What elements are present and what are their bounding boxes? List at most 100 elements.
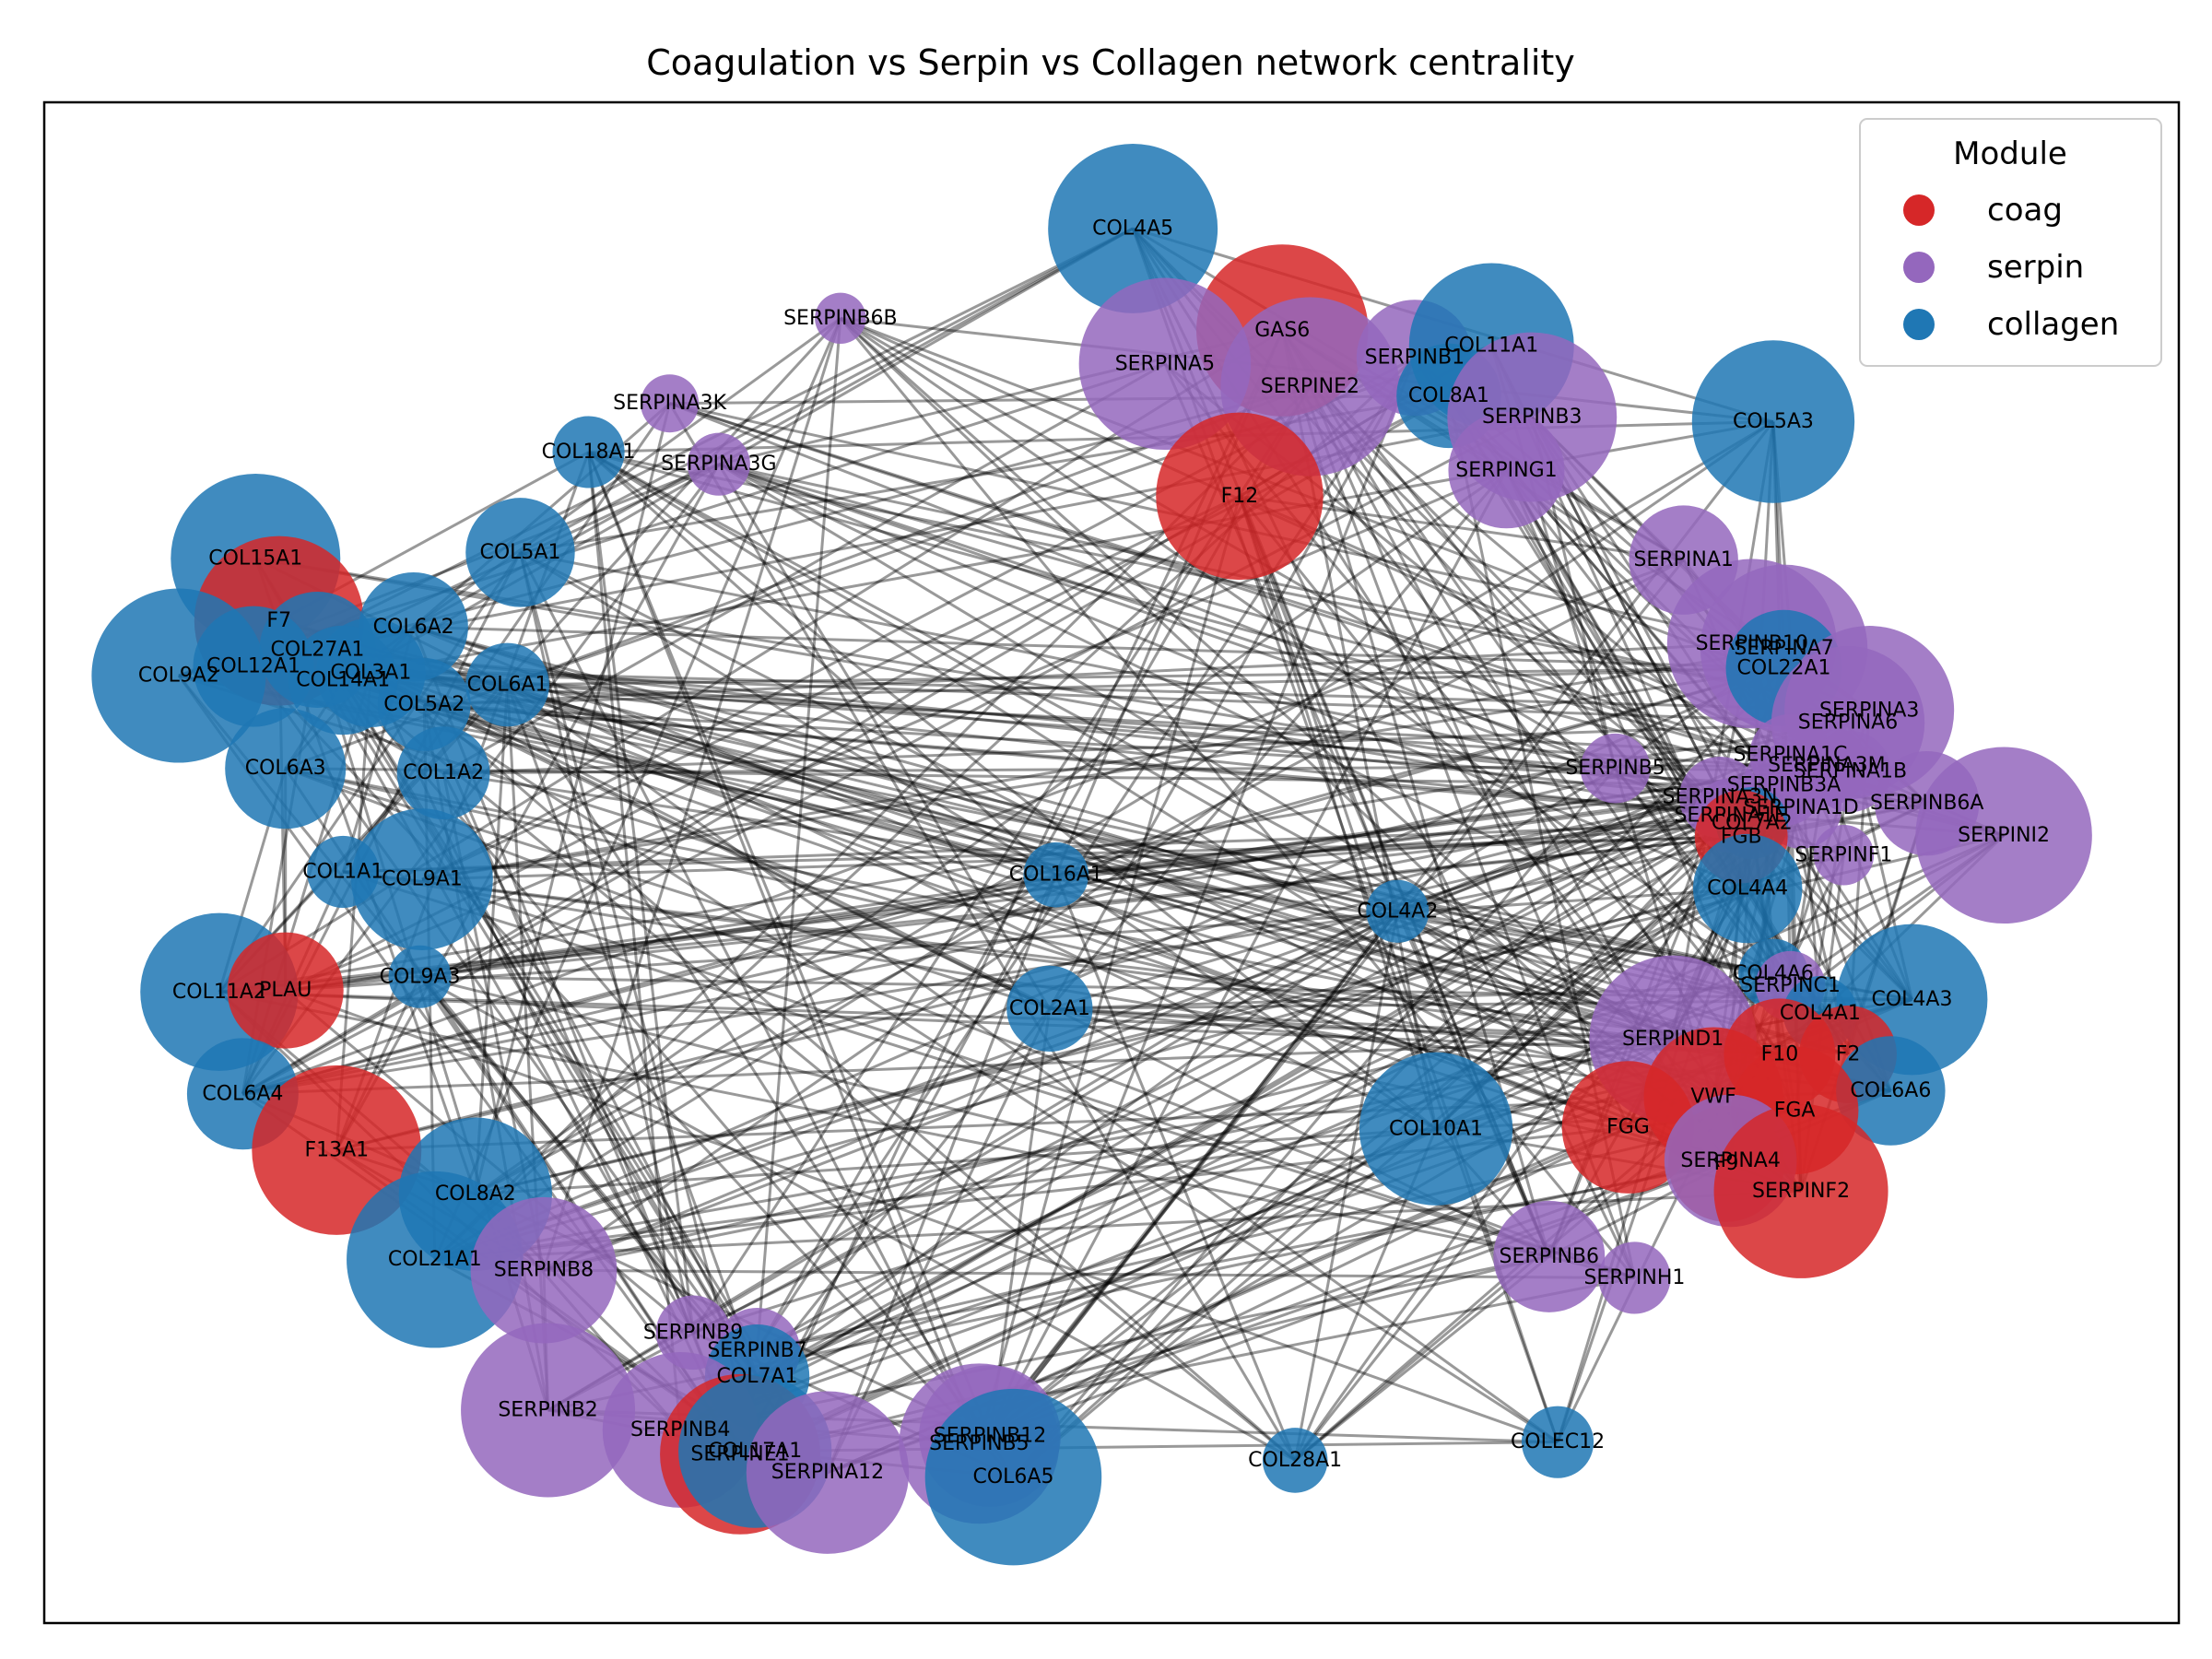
network-edge bbox=[1055, 821, 1752, 877]
legend-label-serpin: serpin bbox=[1987, 249, 2084, 286]
node-label-col8a2: COL8A2 bbox=[435, 1182, 516, 1206]
node-label-serpinb6: SERPINB6 bbox=[1500, 1245, 1599, 1268]
network-edge bbox=[754, 1276, 1635, 1453]
network-edge bbox=[839, 317, 1715, 1099]
node-fgg bbox=[1561, 1061, 1695, 1194]
network-edge bbox=[433, 317, 842, 1261]
network-edge bbox=[718, 463, 1928, 806]
network-edge bbox=[241, 559, 1685, 1096]
node-serpinh1 bbox=[1598, 1241, 1671, 1314]
node-label-col6a6: COL6A6 bbox=[1850, 1079, 1931, 1102]
network-edge bbox=[756, 795, 1721, 1352]
node-label-serpinb3: SERPINB3 bbox=[1482, 406, 1582, 429]
node-label-f7: F7 bbox=[266, 609, 291, 632]
node-label-serpinb1: SERPINB1 bbox=[1365, 347, 1465, 370]
network-edge bbox=[519, 551, 981, 1444]
network-edge bbox=[588, 451, 1870, 712]
node-label-serpina1c: SERPINA1C bbox=[1734, 743, 1848, 766]
network-edge bbox=[988, 1008, 1052, 1437]
node-label-col10a1: COL10A1 bbox=[1389, 1117, 1483, 1140]
network-edge bbox=[668, 402, 1297, 1462]
network-edge bbox=[442, 771, 1774, 975]
network-edge bbox=[218, 990, 1550, 1258]
network-edge bbox=[519, 551, 1057, 877]
network-edge bbox=[1238, 495, 1438, 1130]
network-edge bbox=[519, 552, 757, 1452]
legend-marker-collagen bbox=[1903, 309, 1935, 340]
network-edge bbox=[977, 495, 1241, 1444]
network-edge bbox=[441, 771, 759, 1378]
network-edge bbox=[718, 463, 1748, 890]
network-edge bbox=[679, 764, 1828, 1431]
node-label-serpina1: SERPINA1 bbox=[1633, 548, 1733, 571]
network-edge bbox=[520, 550, 1616, 771]
network-edge bbox=[543, 814, 1732, 1272]
node-label-col15a1: COL15A1 bbox=[208, 547, 302, 571]
network-edge bbox=[342, 870, 1635, 1279]
network-edge bbox=[241, 873, 1057, 1096]
node-label-col9a1: COL9A1 bbox=[382, 868, 463, 891]
network-edge bbox=[317, 648, 1849, 1056]
node-serpina12 bbox=[746, 1391, 910, 1554]
node-label-col11a2: COL11A2 bbox=[172, 981, 266, 1004]
network-edge bbox=[285, 887, 1748, 993]
network-edge bbox=[218, 990, 1674, 1041]
network-edge bbox=[252, 665, 1015, 1478]
network-edge bbox=[421, 494, 1241, 881]
network-edge bbox=[1048, 469, 1508, 1010]
chart-title: Coagulation vs Serpin vs Collagen networ… bbox=[646, 42, 1575, 83]
network-edge bbox=[413, 625, 1849, 1056]
node-label-f13a1: F13A1 bbox=[304, 1138, 369, 1161]
network-edge bbox=[978, 910, 1399, 1445]
network-edge bbox=[718, 463, 1774, 975]
node-label-serpinb9: SERPINB9 bbox=[643, 1321, 743, 1344]
node-label-col2a1: COL2A1 bbox=[1009, 997, 1090, 1020]
node-label-serpinf1: SERPINF1 bbox=[1794, 843, 1892, 866]
network-edge bbox=[475, 1127, 1437, 1196]
network-edge bbox=[587, 452, 682, 1430]
node-label-f9: F9 bbox=[1714, 1152, 1739, 1175]
network-edge bbox=[413, 625, 1781, 1056]
legend-box bbox=[1859, 118, 2162, 367]
network-edge bbox=[756, 770, 1852, 1379]
node-label-serpinb4: SERPINB4 bbox=[630, 1418, 730, 1441]
network-edge bbox=[343, 678, 1791, 757]
network-edge bbox=[418, 975, 1296, 1462]
node-serpina3g bbox=[687, 432, 750, 496]
network-edge bbox=[717, 463, 1052, 1010]
node-label-serpinb5: SERPINB5 bbox=[929, 1432, 1029, 1455]
legend-marker-coag bbox=[1903, 194, 1935, 226]
node-label-serpina3g: SERPINA3G bbox=[661, 453, 776, 476]
node-label-serpina1e: SERPINA1E bbox=[1674, 804, 1786, 827]
node-label-col11a1: COL11A1 bbox=[1444, 335, 1538, 358]
plot-frame bbox=[42, 100, 2181, 1625]
node-plau bbox=[227, 932, 344, 1049]
network-edge bbox=[424, 666, 1784, 706]
legend-marker-serpin bbox=[1903, 252, 1935, 283]
node-col5a1 bbox=[465, 498, 575, 607]
node-label-f10: F10 bbox=[1761, 1042, 1799, 1065]
node-col1a2 bbox=[396, 726, 490, 820]
network-edge bbox=[434, 853, 1844, 1262]
node-label-col27a1: COL27A1 bbox=[270, 639, 364, 662]
network-edge bbox=[756, 1007, 1052, 1378]
node-label-serpina1b: SERPINA1B bbox=[1794, 760, 1908, 783]
network-edge bbox=[475, 420, 1774, 1195]
network-edge bbox=[506, 684, 759, 1378]
network-edge bbox=[547, 753, 1792, 1412]
node-label-serpina1d: SERPINA1D bbox=[1743, 796, 1858, 819]
network-edge bbox=[285, 767, 1051, 1010]
node-col9a2 bbox=[91, 588, 266, 763]
node-label-fga: FGA bbox=[1774, 1099, 1816, 1122]
node-label-col6a5: COL6A5 bbox=[972, 1465, 1053, 1488]
network-edge bbox=[242, 721, 1849, 1096]
node-serpinf2 bbox=[1713, 1103, 1888, 1278]
node-label-col4a6: COL4A6 bbox=[1733, 962, 1814, 985]
network-edge bbox=[423, 703, 1297, 1462]
network-edge bbox=[421, 666, 1784, 881]
network-edge bbox=[343, 870, 1781, 1056]
network-edge bbox=[718, 463, 1844, 857]
network-edge bbox=[253, 665, 1781, 1056]
node-col14a1 bbox=[288, 625, 398, 735]
